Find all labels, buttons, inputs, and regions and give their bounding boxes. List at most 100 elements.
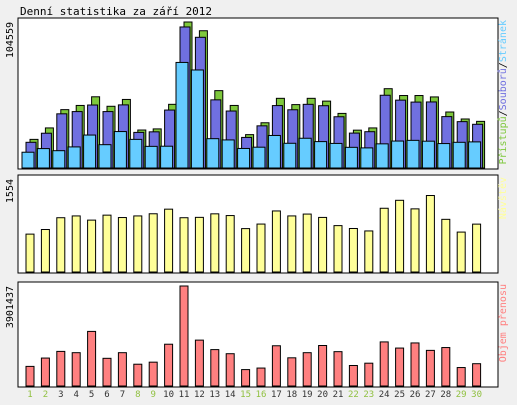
day-label: 22 [348, 390, 359, 400]
bar-visits-Návštěv-28 [441, 218, 451, 273]
bar-traffic-Objem přenosu-6 [102, 357, 112, 387]
bar-traffic-Objem přenosu-13 [210, 349, 220, 387]
bar-traffic-Objem přenosu-8 [133, 363, 143, 387]
bar-traffic-Objem přenosu-17 [271, 345, 281, 387]
bar-requests-Stránek-5 [83, 134, 97, 169]
bar-traffic-Objem přenosu-30 [472, 363, 482, 387]
bar-requests-Stránek-25 [391, 140, 405, 169]
bar-visits-Návštěv-24 [379, 207, 389, 273]
bar-visits-Návštěv-3 [56, 217, 66, 273]
day-label: 26 [410, 390, 421, 400]
day-label: 23 [363, 390, 374, 400]
chart-title: Denní statistika za září 2012 [20, 5, 212, 18]
bar-visits-Návštěv-19 [302, 213, 312, 273]
bar-traffic-Objem přenosu-11 [179, 285, 189, 387]
bar-requests-Stránek-17 [267, 134, 281, 169]
day-label: 12 [194, 390, 205, 400]
bar-visits-Návštěv-18 [287, 215, 297, 273]
bar-visits-Návštěv-5 [87, 219, 97, 273]
bar-visits-Návštěv-29 [456, 231, 466, 273]
bar-visits-Návštěv-14 [225, 215, 235, 273]
bar-visits-Návštěv-2 [40, 229, 50, 273]
day-label: 3 [58, 390, 63, 400]
day-label: 14 [225, 390, 236, 400]
day-axis: 1 2 3 4 5 6 7 8 9 10 11 12 13 14 15 16 17 18 19 20 21 22 23 24 2… [27, 390, 482, 400]
bar-requests-Stránek-3 [52, 150, 66, 169]
bar-traffic-Objem přenosu-24 [379, 341, 389, 387]
bar-visits-Návštěv-6 [102, 214, 112, 273]
day-label: 15 [240, 390, 251, 400]
legend-item: Stránek [497, 20, 509, 62]
bar-traffic-Objem přenosu-20 [318, 345, 328, 387]
bar-traffic-Objem přenosu-28 [441, 347, 451, 387]
bar-requests-Stránek-27 [421, 140, 435, 169]
day-label: 8 [135, 390, 140, 400]
day-label: 5 [89, 390, 94, 400]
day-label: 10 [163, 390, 174, 400]
bar-traffic-Objem přenosu-4 [71, 352, 81, 387]
panel-visits: 1554 Návštěv [5, 174, 509, 274]
bar-traffic-Objem přenosu-18 [287, 357, 297, 387]
legend-separator: / [498, 110, 509, 116]
day-label: 4 [73, 390, 78, 400]
bar-requests-Stránek-1 [21, 151, 35, 169]
day-label: 25 [394, 390, 405, 400]
bar-requests-Stránek-29 [452, 141, 466, 169]
bar-requests-Stránek-6 [98, 144, 112, 169]
bar-requests-Stránek-24 [375, 143, 389, 169]
day-label: 16 [256, 390, 267, 400]
bar-requests-Stránek-13 [206, 138, 220, 169]
legend-item: Souborů [497, 68, 509, 110]
bar-requests-Stránek-7 [113, 131, 127, 169]
bar-traffic-Objem přenosu-15 [241, 369, 251, 387]
bar-requests-Stránek-12 [190, 69, 204, 169]
y-max-label-visits: 1554 [5, 179, 16, 203]
bar-visits-Návštěv-11 [179, 217, 189, 273]
day-label: 28 [440, 390, 451, 400]
legend-traffic: Objem přenosu [497, 284, 509, 362]
bar-requests-Stránek-23 [360, 147, 374, 169]
bar-traffic-Objem přenosu-2 [40, 357, 50, 387]
bar-requests-Stránek-19 [298, 137, 312, 169]
day-label: 13 [209, 390, 220, 400]
bar-requests-Stránek-16 [252, 146, 266, 169]
day-label: 6 [104, 390, 109, 400]
bar-requests-Stránek-2 [36, 148, 50, 169]
bar-requests-Stránek-11 [175, 61, 189, 169]
bar-visits-Návštěv-9 [148, 213, 158, 273]
y-max-label-traffic: 3901437 [5, 286, 16, 328]
bar-visits-Návštěv-10 [164, 208, 174, 273]
bar-traffic-Objem přenosu-7 [117, 352, 127, 387]
bar-traffic-Objem přenosu-25 [395, 347, 405, 387]
bar-visits-Návštěv-8 [133, 215, 143, 273]
bar-visits-Návštěv-12 [194, 216, 204, 273]
bar-traffic-Objem přenosu-16 [256, 367, 266, 387]
day-label: 17 [271, 390, 282, 400]
bar-visits-Návštěv-26 [410, 208, 420, 273]
day-label: 2 [43, 390, 48, 400]
bar-traffic-Objem přenosu-26 [410, 342, 420, 387]
bar-visits-Návštěv-25 [395, 199, 405, 273]
bar-requests-Stránek-28 [437, 143, 451, 169]
legend-visits: Návštěv [497, 177, 509, 219]
bar-requests-Stránek-4 [67, 146, 81, 169]
legend-item: Objem přenosu [497, 284, 509, 362]
bar-traffic-Objem přenosu-29 [456, 367, 466, 387]
bar-requests-Stránek-15 [237, 147, 251, 169]
panel-traffic: 3901437 Objem přenosu [5, 281, 509, 388]
day-label: 18 [286, 390, 297, 400]
bar-visits-Návštěv-30 [472, 223, 482, 273]
bar-requests-Stránek-9 [144, 145, 158, 169]
day-label: 27 [425, 390, 436, 400]
bar-visits-Návštěv-21 [333, 225, 343, 273]
bar-traffic-Objem přenosu-27 [425, 349, 435, 387]
bar-requests-Stránek-20 [314, 141, 328, 169]
bar-requests-Stránek-26 [406, 139, 420, 169]
bar-traffic-Objem přenosu-21 [333, 351, 343, 387]
legend-item: Přístupů [497, 116, 509, 164]
day-label: 19 [302, 390, 313, 400]
